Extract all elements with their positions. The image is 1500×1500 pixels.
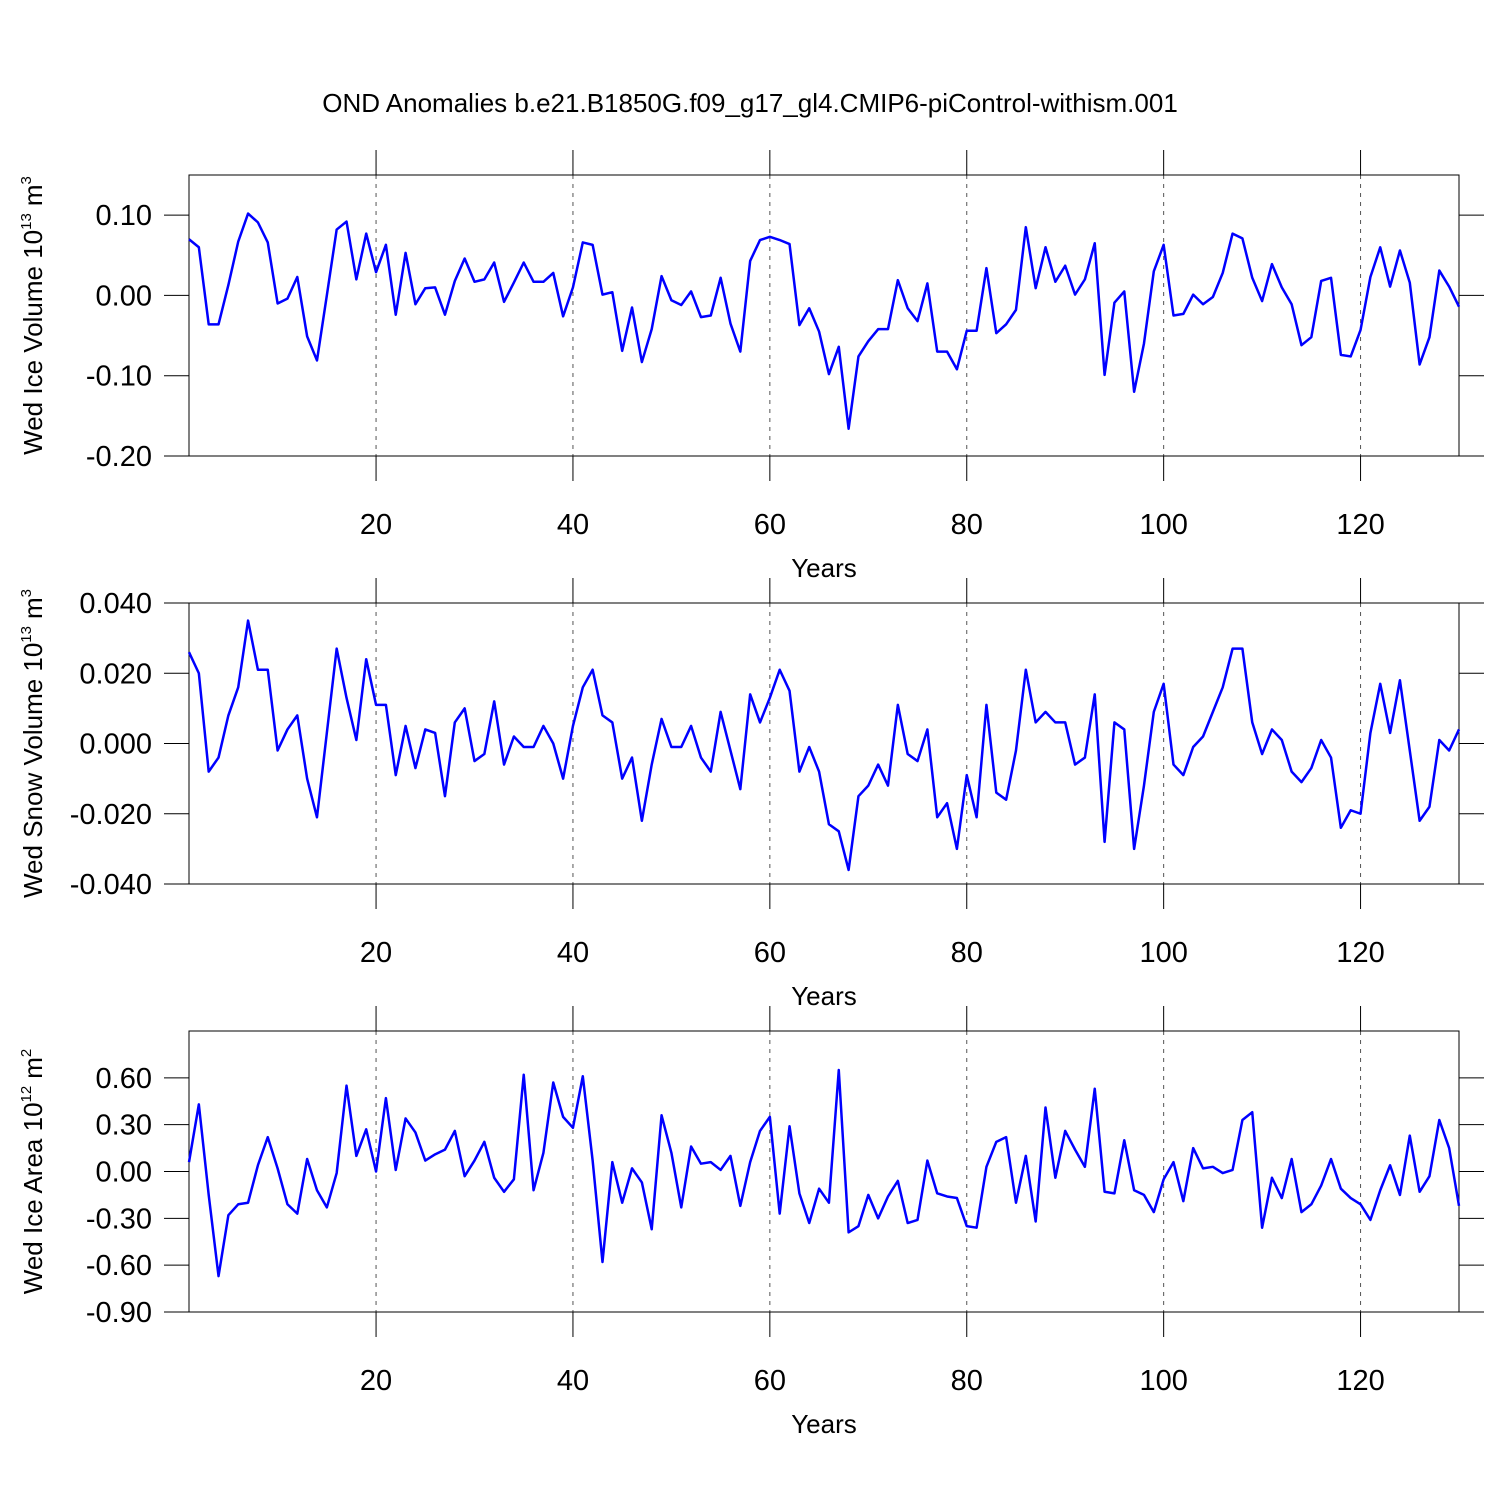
plot-frame bbox=[188, 1030, 1460, 1313]
x-tick-label: 60 bbox=[754, 937, 786, 969]
x-tick-label: 40 bbox=[557, 937, 589, 969]
x-tick-label: 100 bbox=[1139, 937, 1187, 969]
x-axis-title: Years bbox=[791, 553, 857, 583]
y-tick-label: -0.20 bbox=[86, 441, 152, 473]
y-tick-label: 0.60 bbox=[96, 1063, 152, 1095]
y-axis-title: Wed Ice Volume 1013 m3 bbox=[18, 176, 48, 455]
x-tick-label: 100 bbox=[1139, 509, 1187, 541]
x-tick-label: 120 bbox=[1336, 509, 1384, 541]
y-tick-label: 0.000 bbox=[79, 729, 152, 761]
x-axis-title: Years bbox=[791, 1409, 857, 1439]
x-tick-label: 40 bbox=[557, 509, 589, 541]
y-axis-title-exponent: 13 bbox=[18, 213, 35, 230]
y-axis-title-unit-exponent: 2 bbox=[18, 1049, 35, 1057]
x-tick-label: 20 bbox=[360, 509, 392, 541]
y-axis-title-unit-exponent: 3 bbox=[18, 589, 35, 597]
y-tick-label: -0.10 bbox=[86, 361, 152, 393]
y-tick-label: -0.30 bbox=[86, 1203, 152, 1235]
y-axis-title-text: Wed Ice Area 10 bbox=[18, 1102, 48, 1294]
y-axis-title-exponent: 12 bbox=[18, 1086, 35, 1103]
y-axis-title-unit-exponent: 3 bbox=[18, 176, 35, 184]
y-axis-title-unit: m bbox=[18, 184, 48, 206]
x-tick-label: 100 bbox=[1139, 1365, 1187, 1397]
y-tick-label: 0.30 bbox=[96, 1110, 152, 1142]
y-tick-label: -0.040 bbox=[70, 869, 152, 901]
plot-frame bbox=[188, 602, 1460, 885]
x-tick-label: 60 bbox=[754, 509, 786, 541]
data-line bbox=[188, 212, 1461, 430]
x-axis-title: Years bbox=[791, 981, 857, 1011]
y-tick-label: -0.60 bbox=[86, 1250, 152, 1282]
y-axis-title-text: Wed Ice Volume 10 bbox=[18, 230, 48, 455]
x-tick-label: 120 bbox=[1336, 1365, 1384, 1397]
x-tick-label: 120 bbox=[1336, 937, 1384, 969]
x-tick-label: 60 bbox=[754, 1365, 786, 1397]
plot-frame bbox=[188, 174, 1460, 457]
y-tick-label: 0.020 bbox=[79, 658, 152, 690]
y-tick-label: 0.00 bbox=[96, 280, 152, 312]
y-tick-label: -0.90 bbox=[86, 1297, 152, 1329]
y-axis-title-unit: m bbox=[18, 1057, 48, 1079]
y-axis-title: Wed Ice Area 1012 m2 bbox=[18, 1049, 48, 1294]
y-axis-title: Wed Snow Volume 1013 m3 bbox=[18, 589, 48, 898]
data-line bbox=[187, 619, 1461, 872]
x-tick-label: 80 bbox=[951, 1365, 983, 1397]
y-tick-label: -0.020 bbox=[70, 799, 152, 831]
x-tick-label: 40 bbox=[557, 1365, 589, 1397]
y-tick-label: 0.00 bbox=[96, 1157, 152, 1189]
data-line bbox=[187, 1068, 1461, 1278]
y-axis-title-text: Wed Snow Volume 10 bbox=[18, 643, 48, 898]
x-tick-label: 20 bbox=[360, 937, 392, 969]
x-tick-label: 80 bbox=[951, 937, 983, 969]
chart-title: OND Anomalies b.e21.B1850G.f09_g17_gl4.C… bbox=[322, 88, 1178, 118]
y-axis-title-exponent: 13 bbox=[18, 626, 35, 643]
x-tick-label: 20 bbox=[360, 1365, 392, 1397]
x-tick-label: 80 bbox=[951, 509, 983, 541]
y-tick-label: 0.10 bbox=[96, 200, 152, 232]
y-axis-title-unit: m bbox=[18, 597, 48, 619]
y-tick-label: 0.040 bbox=[79, 588, 152, 620]
